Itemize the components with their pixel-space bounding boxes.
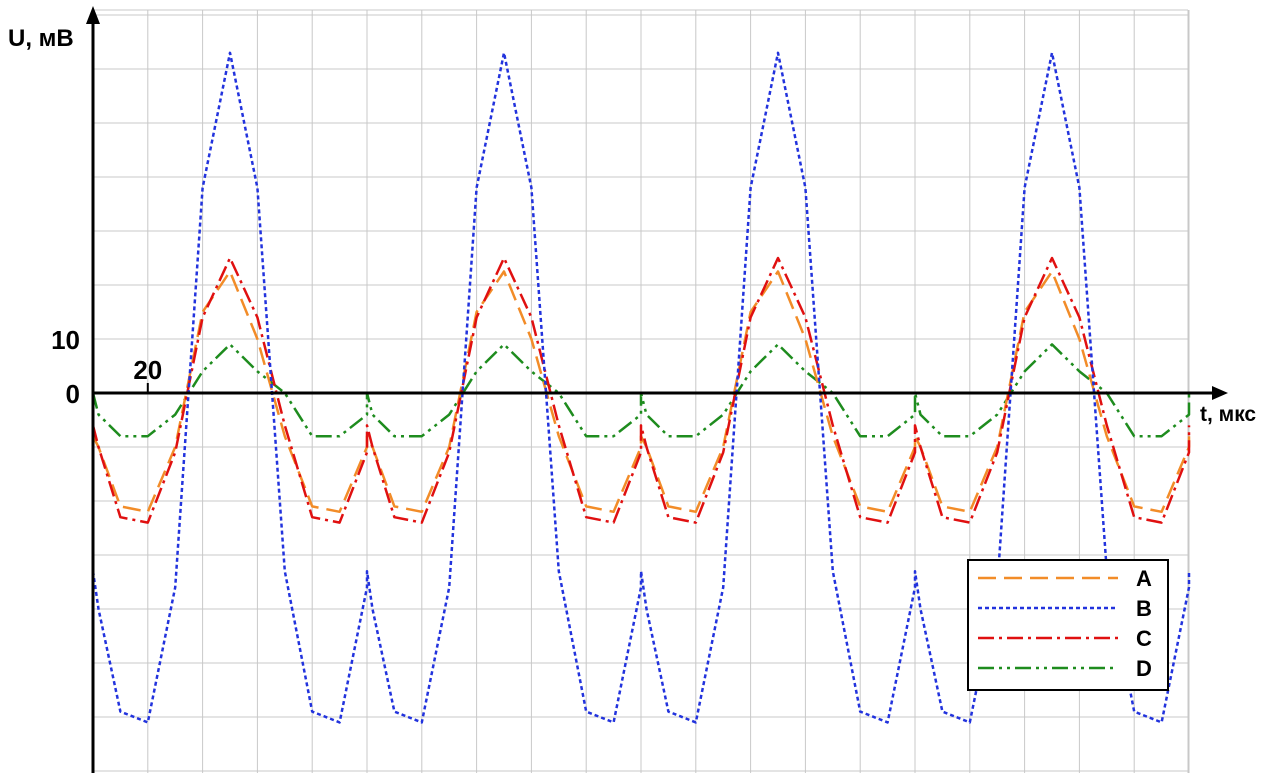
y-tick-label-10: 10 <box>51 325 80 355</box>
x-tick-label-20: 20 <box>133 355 162 385</box>
legend-label-b: B <box>1136 596 1152 621</box>
legend: A B C D <box>967 559 1169 691</box>
x-axis-arrow <box>1212 386 1228 400</box>
legend-label-c: C <box>1136 626 1152 651</box>
y-axis-label: U, мВ <box>8 25 74 52</box>
y-tick-label-0: 0 <box>66 379 80 409</box>
x-axis-label: t, мкс <box>1200 403 1256 426</box>
y-axis-arrow <box>86 6 100 24</box>
legend-label-d: D <box>1136 656 1152 681</box>
series-line-c <box>91 256 1191 524</box>
legend-label-a: A <box>1136 566 1152 591</box>
